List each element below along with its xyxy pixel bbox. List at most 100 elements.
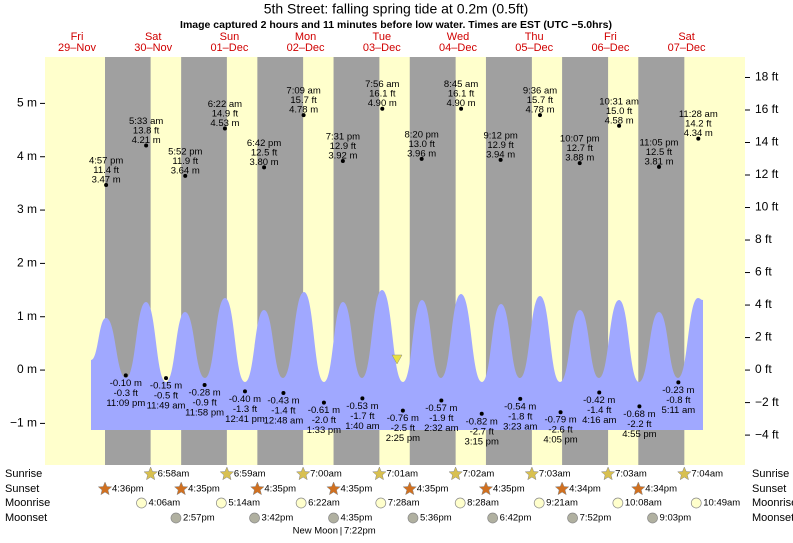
moonset-icon xyxy=(328,512,339,524)
event-time: 9:21am xyxy=(546,498,578,509)
tide-point xyxy=(400,408,405,413)
tide-label: -2.5 ft xyxy=(391,423,416,434)
tide-label: -1.4 ft xyxy=(587,405,612,416)
day-name: Tue xyxy=(373,31,392,43)
tide-point xyxy=(340,159,345,163)
event-time: 7:01am xyxy=(386,469,418,480)
tide-label: 3.64 m xyxy=(171,165,200,176)
event-time: 6:58am xyxy=(158,469,190,480)
moonrise-icon xyxy=(215,497,227,509)
y2-tick-label: 16 ft xyxy=(755,102,779,116)
moonset-icon xyxy=(647,512,658,524)
event-time: 3:42pm xyxy=(262,513,294,524)
day-name: Fri xyxy=(604,31,617,43)
tide-label: 11:09 pm xyxy=(106,398,145,409)
tide-point xyxy=(123,373,128,378)
sun-icon xyxy=(600,466,616,481)
y2-tick-label: 4 ft xyxy=(755,297,772,311)
tide-label: 4:16 am xyxy=(582,415,616,426)
moonrise-icon xyxy=(295,497,307,509)
tide-point xyxy=(183,173,188,178)
tide-label: -1.4 ft xyxy=(271,406,296,417)
tide-label: 2:25 pm xyxy=(386,433,420,444)
moon-phase: New Moon xyxy=(293,526,338,537)
tide-point xyxy=(202,383,207,387)
tide-label: -0.23 m xyxy=(662,385,694,396)
tide-label: 11.9 ft xyxy=(172,156,198,167)
day-date: 01–Dec xyxy=(210,42,248,54)
moonrise-icon xyxy=(454,497,466,509)
tide-point xyxy=(518,396,523,401)
tide-label: 3.92 m xyxy=(328,151,357,162)
moonrise-icon xyxy=(690,497,702,509)
tide-label: -0.53 m xyxy=(346,401,378,412)
tide-label: 4.90 m xyxy=(368,98,397,109)
tide-label: 15.7 ft xyxy=(290,95,317,106)
row-label: Sunrise xyxy=(752,468,789,480)
row-label: Moonset xyxy=(752,512,793,524)
event-time: 4:35pm xyxy=(264,484,296,495)
tide-label: 9:36 am xyxy=(523,86,557,97)
y2-tick-label: 8 ft xyxy=(755,232,772,246)
tide-label: 14.9 ft xyxy=(212,108,239,119)
tide-label: 12.9 ft xyxy=(487,140,514,151)
tide-label: 3.96 m xyxy=(407,148,436,159)
tide-point xyxy=(439,398,444,403)
event-time: 6:22am xyxy=(308,498,340,509)
row-label: Moonset xyxy=(5,512,47,524)
tide-point xyxy=(696,136,701,141)
tide-point xyxy=(676,380,681,385)
event-time: 4:36pm xyxy=(112,484,144,495)
tide-label: 4.53 m xyxy=(210,118,239,129)
tide-label: -0.8 ft xyxy=(666,395,691,406)
tide-label: 12.5 ft xyxy=(646,147,673,158)
tide-point xyxy=(104,183,109,187)
tide-label: -0.43 m xyxy=(267,396,299,407)
tide-label: 8:20 pm xyxy=(404,129,438,140)
event-time: 4:35pm xyxy=(341,513,373,524)
y-tick-label: 1 m xyxy=(17,309,37,323)
moonset-icon xyxy=(249,512,260,524)
row-label: Moonrise xyxy=(752,497,793,509)
tide-point xyxy=(498,157,503,162)
tide-label: -2.6 ft xyxy=(548,425,573,436)
tide-label: 4.90 m xyxy=(447,98,476,109)
tide-label: -2.0 ft xyxy=(312,415,337,426)
event-time: 7:03am xyxy=(615,469,647,480)
tide-label: 3.80 m xyxy=(250,157,279,168)
tide-label: 4.78 m xyxy=(289,105,318,116)
row-label: Sunset xyxy=(5,483,39,495)
sun-icon xyxy=(448,466,463,481)
sun-icon xyxy=(554,481,570,496)
tide-point xyxy=(419,156,424,161)
y2-tick-label: 10 ft xyxy=(755,200,779,214)
tide-label: 11:28 am xyxy=(679,109,718,120)
event-time: 7:00am xyxy=(310,469,342,480)
y2-tick-label: −4 ft xyxy=(755,427,779,441)
moonrise-icon xyxy=(136,497,147,509)
event-time: 2:57pm xyxy=(183,513,215,524)
tide-label: -0.57 m xyxy=(425,403,457,414)
sun-icon xyxy=(630,481,646,496)
event-time: 10:08am xyxy=(625,498,662,509)
y2-tick-label: 0 ft xyxy=(755,362,772,376)
y2-tick-label: 12 ft xyxy=(755,167,779,181)
moonrise-icon xyxy=(375,497,387,509)
tide-label: 3:23 am xyxy=(503,421,537,432)
event-time: 6:59am xyxy=(234,469,266,480)
day-date: 04–Dec xyxy=(439,42,477,54)
chart-title: 5th Street: falling spring tide at 0.2m … xyxy=(264,1,529,17)
tide-label: 11.4 ft xyxy=(93,165,119,176)
tide-point xyxy=(301,113,306,118)
day-name: Sat xyxy=(145,31,162,43)
y-tick-label: 4 m xyxy=(17,149,37,163)
sun-icon xyxy=(478,481,494,496)
tide-label: 6:42 pm xyxy=(247,138,281,149)
moonset-icon xyxy=(567,512,578,524)
tide-label: -2.7 ft xyxy=(470,426,495,437)
day-date: 30–Nov xyxy=(134,42,172,54)
event-time: 4:35pm xyxy=(341,484,373,495)
tide-point xyxy=(597,390,602,395)
moonrise-icon xyxy=(612,497,624,509)
